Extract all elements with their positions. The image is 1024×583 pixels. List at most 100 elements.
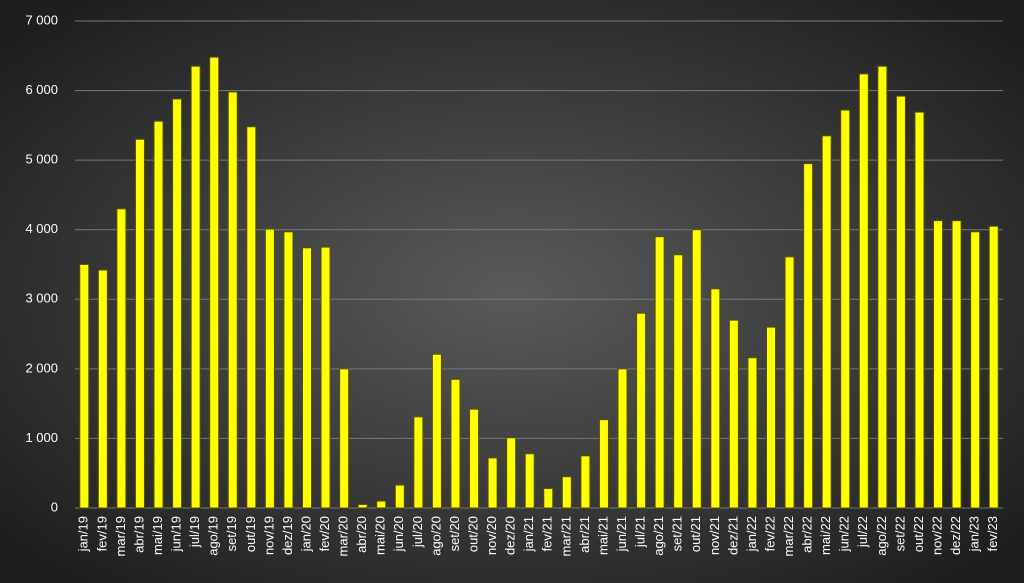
x-tick-label: mai/22 (818, 516, 833, 555)
x-tick-label: mai/20 (373, 516, 388, 555)
x-tick-label: nov/22 (929, 516, 944, 555)
x-tick-label: mai/19 (150, 516, 165, 555)
bar (895, 95, 906, 509)
y-tick-label: 3 000 (25, 291, 58, 306)
bar (524, 453, 535, 509)
x-tick-label: fev/21 (540, 516, 555, 551)
x-tick-label: jun/21 (614, 516, 629, 552)
y-tick-label: 4 000 (25, 221, 58, 236)
bar (469, 408, 480, 509)
bar (840, 109, 851, 509)
x-tick-label: abr/21 (577, 516, 592, 553)
y-tick-label: 5 000 (25, 152, 58, 167)
y-tick-label: 2 000 (25, 360, 58, 375)
bar (246, 126, 257, 509)
x-tick-label: jul/19 (187, 516, 202, 548)
bar (116, 208, 127, 509)
bar (543, 488, 554, 509)
x-tick-label: abr/22 (800, 516, 815, 553)
x-tick-label: dez/21 (725, 516, 740, 555)
x-tick-label: mai/21 (595, 516, 610, 555)
bar (339, 368, 350, 509)
x-tick-label: dez/20 (503, 516, 518, 555)
bar (134, 138, 145, 509)
x-tick-label: dez/19 (280, 516, 295, 555)
x-tick-label: fev/23 (985, 516, 1000, 551)
x-tick-label: set/22 (892, 516, 907, 551)
x-tick-label: jun/22 (837, 516, 852, 552)
bar (710, 288, 721, 509)
x-tick-label: set/19 (224, 516, 239, 551)
x-tick-label: nov/19 (261, 516, 276, 555)
x-tick-label: out/19 (243, 516, 258, 552)
bar (580, 455, 591, 509)
x-tick-label: jan/22 (744, 516, 759, 552)
x-tick-label: ago/21 (651, 516, 666, 556)
bar (728, 319, 739, 509)
x-tick-label: fev/22 (762, 516, 777, 551)
x-tick-label: jun/19 (169, 516, 184, 552)
y-tick-label: 1 000 (25, 430, 58, 445)
y-tick-label: 7 000 (25, 12, 58, 27)
x-tick-label: dez/22 (948, 516, 963, 555)
y-tick-label: 6 000 (25, 82, 58, 97)
bar (803, 163, 814, 509)
bar (598, 419, 609, 509)
bar (988, 225, 999, 509)
x-tick-label: out/21 (688, 516, 703, 552)
bar (691, 229, 702, 509)
x-tick-label: ago/19 (206, 516, 221, 556)
bar (821, 135, 832, 509)
x-tick-label: jul/21 (633, 516, 648, 548)
x-tick-label: out/22 (911, 516, 926, 552)
bar (487, 457, 498, 509)
bar (747, 357, 758, 509)
bar (209, 56, 220, 509)
bar (506, 437, 517, 509)
x-tick-label: jul/20 (410, 516, 425, 548)
x-tick-label: mar/21 (558, 516, 573, 556)
bar (431, 353, 442, 509)
bar (673, 254, 684, 509)
x-tick-label: jan/19 (76, 516, 91, 552)
x-tick-label: fev/19 (94, 516, 109, 551)
bar (376, 500, 387, 509)
bar (302, 247, 312, 509)
bar (766, 326, 776, 509)
x-tick-label: nov/21 (707, 516, 722, 555)
x-tick-label: ago/22 (874, 516, 889, 556)
bar (561, 476, 572, 509)
x-tick-label: jan/23 (967, 516, 982, 552)
bar (877, 65, 888, 509)
bar (394, 484, 405, 509)
x-tick-label: jan/20 (298, 516, 313, 552)
x-tick-label: set/21 (670, 516, 685, 551)
bar (190, 65, 201, 509)
x-tick-label: abr/19 (131, 516, 146, 553)
bar (283, 231, 294, 509)
bar (79, 264, 90, 509)
bar (970, 231, 981, 509)
bar (858, 73, 869, 509)
bar (617, 368, 628, 509)
x-tick-label: abr/20 (354, 516, 369, 553)
bar (97, 269, 108, 509)
bar (153, 120, 164, 509)
y-tick-label: 0 (51, 499, 58, 514)
bar (357, 504, 368, 509)
bar (933, 220, 944, 509)
bar (654, 236, 665, 509)
bar (227, 91, 238, 509)
bar (914, 111, 925, 509)
x-tick-label: ago/20 (428, 516, 443, 556)
x-tick-label: mar/20 (336, 516, 351, 556)
x-tick-label: jan/21 (521, 516, 536, 552)
x-tick-label: set/20 (447, 516, 462, 551)
x-tick-label: mar/22 (781, 516, 796, 556)
x-tick-label: nov/20 (484, 516, 499, 555)
x-tick-label: fev/20 (317, 516, 332, 551)
x-tick-label: jun/20 (391, 516, 406, 552)
bar (320, 246, 331, 509)
bar (264, 228, 275, 509)
